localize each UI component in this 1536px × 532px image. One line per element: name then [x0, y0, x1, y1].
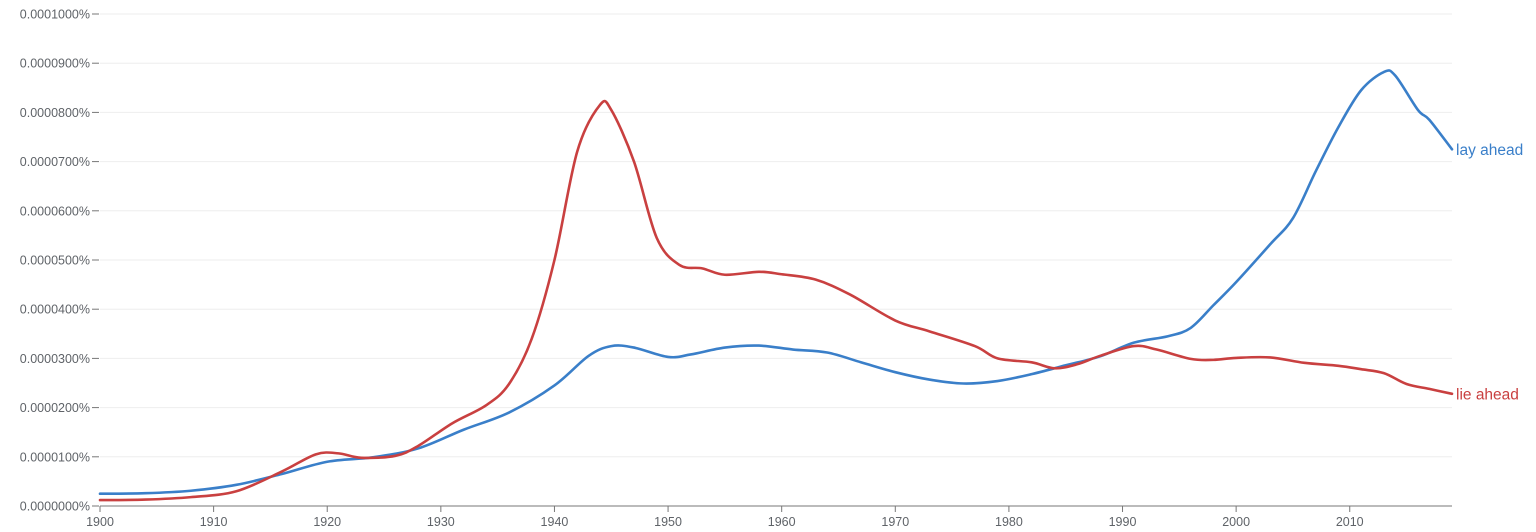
y-tick-label: 0.0001000%	[20, 8, 90, 22]
series-label-layer: lay ahead lie ahead	[1456, 142, 1523, 404]
y-tick-label: 0.0000000%	[20, 500, 90, 514]
series-label-lie-ahead: lie ahead	[1456, 386, 1519, 403]
x-tick-label: 1970	[881, 515, 909, 529]
axis-layer: 0.0000000% 0.0000100% 0.0000200% 0.0000300%…	[20, 8, 1452, 529]
series-line-lie-ahead[interactable]	[98, 99, 1454, 502]
x-tick-label: 1930	[427, 515, 455, 529]
y-tick-label: 0.0000400%	[20, 303, 90, 317]
x-tick-label: 1910	[200, 515, 228, 529]
series-line-lay-ahead[interactable]	[98, 69, 1454, 495]
y-tick-label: 0.0000900%	[20, 57, 90, 71]
x-tick-label: 1990	[1109, 515, 1137, 529]
x-tick-label: 1960	[768, 515, 796, 529]
y-tick-label: 0.0000800%	[20, 106, 90, 120]
x-tick-label: 1920	[313, 515, 341, 529]
y-tick-label: 0.0000500%	[20, 254, 90, 268]
y-tick-label: 0.0000600%	[20, 204, 90, 218]
grid-layer	[100, 13, 1452, 507]
y-tick-label: 0.0000200%	[20, 401, 90, 415]
x-tick-label: 1950	[654, 515, 682, 529]
y-tick-label: 0.0000700%	[20, 155, 90, 169]
y-tick-label: 0.0000100%	[20, 450, 90, 464]
x-tick-label: 2010	[1336, 515, 1364, 529]
y-tick-label: 0.0000300%	[20, 352, 90, 366]
series-layer	[98, 69, 1454, 502]
x-tick-label: 1940	[541, 515, 569, 529]
x-tick-label: 1980	[995, 515, 1023, 529]
x-tick-label: 2000	[1222, 515, 1250, 529]
series-label-lay-ahead: lay ahead	[1456, 142, 1523, 159]
x-tick-label: 1900	[86, 515, 114, 529]
